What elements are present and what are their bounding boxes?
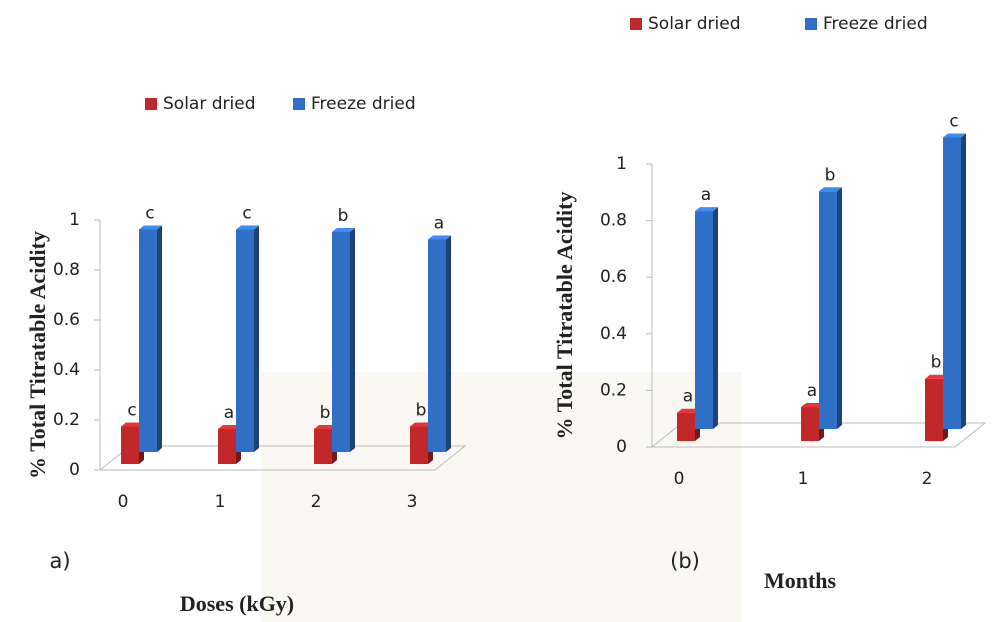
bar-side	[350, 228, 355, 452]
letter-label: c	[242, 204, 251, 224]
letter-label: b	[416, 401, 427, 421]
legend-label: Solar dried	[163, 94, 255, 114]
bar	[801, 407, 819, 441]
y-tick-label: 0	[616, 437, 627, 457]
panel-label: (b)	[670, 549, 700, 573]
y-tick-label: 0.2	[600, 380, 627, 400]
legend-swatch	[805, 18, 817, 30]
x-axis-title: Doses (kGy)	[180, 591, 294, 616]
y-tick-label: 0	[69, 460, 80, 480]
y-tick-label: 0.6	[53, 310, 80, 330]
x-tick-label: 3	[407, 492, 418, 512]
y-tick-label: 0.8	[600, 211, 627, 231]
bar	[819, 191, 837, 429]
bar-side	[837, 187, 842, 429]
bar-top	[801, 403, 824, 408]
bar	[925, 378, 943, 441]
bar-top	[428, 235, 451, 240]
legend-swatch	[145, 98, 157, 110]
floor	[650, 422, 987, 448]
bar-side	[713, 207, 718, 429]
bar-top	[121, 422, 144, 427]
bar	[236, 229, 254, 452]
letter-label: b	[931, 353, 942, 373]
bar-side	[961, 133, 966, 429]
bar	[695, 211, 713, 429]
bar	[943, 137, 961, 429]
legend-label: Freeze dried	[311, 94, 416, 114]
letter-label: c	[145, 204, 154, 224]
legend-swatch	[293, 98, 305, 110]
bar-side	[157, 225, 162, 452]
bar	[314, 429, 332, 464]
legend-label: Freeze dried	[823, 14, 928, 34]
legend-swatch	[630, 18, 642, 30]
panel-label: a)	[49, 549, 70, 573]
y-tick-label: 1	[69, 210, 80, 230]
bar-side	[254, 225, 259, 452]
bar	[428, 239, 446, 452]
bar	[139, 229, 157, 452]
bar	[218, 429, 236, 464]
x-tick-label: 0	[674, 469, 685, 489]
bar-top	[943, 133, 966, 138]
y-tick-label: 0.4	[600, 324, 627, 344]
bar-side	[446, 235, 451, 452]
bar	[410, 426, 428, 464]
x-tick-label: 1	[798, 469, 809, 489]
letter-label: a	[434, 214, 444, 234]
x-axis-title: Months	[764, 568, 837, 593]
letter-label: a	[701, 185, 711, 205]
y-axis-title: % Total Titratable Acidity	[552, 192, 577, 440]
x-tick-label: 1	[215, 492, 226, 512]
letter-label: b	[338, 206, 349, 226]
bar-top	[236, 225, 259, 230]
bar-top	[218, 425, 241, 429]
letter-label: b	[825, 165, 836, 185]
legend-label: Solar dried	[648, 14, 740, 34]
floor	[98, 445, 467, 471]
letter-label: b	[320, 403, 331, 423]
bar	[332, 232, 350, 452]
bar	[677, 412, 695, 441]
y-tick-label: 0.8	[53, 260, 80, 280]
bar-top	[695, 207, 718, 212]
y-tick-label: 0.4	[53, 360, 80, 380]
y-tick-label: 0.2	[53, 410, 80, 430]
letter-label: c	[949, 112, 958, 132]
y-axis-title: % Total Titratable Acidity	[25, 231, 50, 479]
bar-top	[677, 408, 700, 413]
x-tick-label: 0	[118, 492, 129, 512]
letter-label: c	[127, 401, 136, 421]
y-tick-label: 0.6	[600, 267, 627, 287]
bar-top	[139, 225, 162, 230]
x-tick-label: 2	[311, 492, 322, 512]
x-tick-label: 2	[922, 469, 933, 489]
bar-top	[410, 422, 433, 427]
bar-top	[314, 425, 337, 429]
letter-label: a	[807, 381, 817, 401]
bar-top	[819, 187, 842, 192]
letter-label: a	[683, 387, 693, 407]
bar-top	[925, 374, 948, 379]
letter-label: a	[224, 403, 234, 423]
bar-top	[332, 228, 355, 232]
bar	[121, 426, 139, 464]
y-tick-label: 1	[616, 154, 627, 174]
